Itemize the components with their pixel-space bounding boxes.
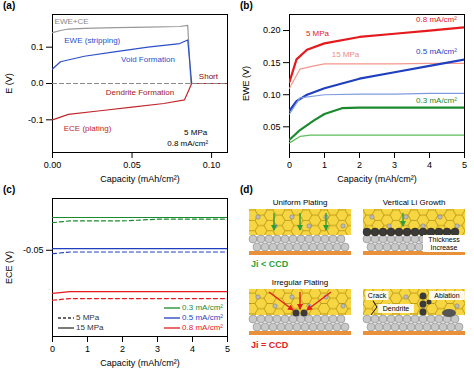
svg-text:-0.05: -0.05 xyxy=(23,245,44,255)
svg-text:1: 1 xyxy=(85,344,90,354)
svg-text:3: 3 xyxy=(392,160,397,170)
svg-text:Crack: Crack xyxy=(368,292,387,299)
svg-text:2: 2 xyxy=(357,160,362,170)
svg-text:Ji < CCD: Ji < CCD xyxy=(251,259,289,269)
html-text:(b): (b) xyxy=(240,0,253,11)
svg-text:5 MPa: 5 MPa xyxy=(306,29,330,38)
svg-text:0: 0 xyxy=(287,160,292,170)
svg-text:-0.1: -0.1 xyxy=(28,115,44,125)
html-text:0.5 mA/cm²: 0.5 mA/cm² xyxy=(182,313,223,322)
svg-text:Capacity (mAh/cm²): Capacity (mAh/cm²) xyxy=(100,358,180,368)
svg-text:0.05: 0.05 xyxy=(263,122,281,132)
html-text:15 MPa: 15 MPa xyxy=(76,323,104,332)
svg-text:0.8 mA/cm²: 0.8 mA/cm² xyxy=(416,15,457,24)
svg-text:15 MPa: 15 MPa xyxy=(332,50,360,59)
svg-text:4: 4 xyxy=(427,160,432,170)
svg-text:Vertical Li Growth: Vertical Li Growth xyxy=(383,198,446,207)
svg-text:0.8 mA/cm²: 0.8 mA/cm² xyxy=(167,139,208,148)
svg-text:0.20: 0.20 xyxy=(263,25,281,35)
svg-text:Thickness: Thickness xyxy=(428,236,460,243)
svg-text:EWE+CE: EWE+CE xyxy=(55,17,89,26)
svg-text:Short: Short xyxy=(199,72,219,81)
html-text:(c): (c) xyxy=(3,184,16,195)
svg-text:Dendrite Formation: Dendrite Formation xyxy=(106,88,174,97)
html-text:(d): (d) xyxy=(240,184,253,195)
svg-text:0.0: 0.0 xyxy=(31,78,44,88)
svg-text:3: 3 xyxy=(155,344,160,354)
svg-text:5: 5 xyxy=(225,344,230,354)
svg-text:2: 2 xyxy=(120,344,125,354)
svg-text:0.05: 0.05 xyxy=(123,160,141,170)
svg-text:Increase: Increase xyxy=(431,244,458,251)
html-text:(a): (a) xyxy=(3,0,16,11)
svg-text:0.00: 0.00 xyxy=(44,160,62,170)
svg-text:Dendrite: Dendrite xyxy=(383,305,410,312)
html-text:0.3 mA/cm²: 0.3 mA/cm² xyxy=(182,303,223,312)
svg-text:ECE (V): ECE (V) xyxy=(4,251,14,284)
svg-text:0.1: 0.1 xyxy=(31,42,44,52)
svg-text:0.10: 0.10 xyxy=(263,90,281,100)
html-text:0.8 mA/cm²: 0.8 mA/cm² xyxy=(182,323,223,332)
svg-text:0.15: 0.15 xyxy=(263,58,281,68)
svg-text:Ji = CCD: Ji = CCD xyxy=(251,340,289,350)
svg-text:Capacity (mAh/cm²): Capacity (mAh/cm²) xyxy=(100,174,180,184)
svg-text:Uniform Plating: Uniform Plating xyxy=(273,198,328,207)
svg-text:1: 1 xyxy=(322,160,327,170)
svg-text:EWE (V): EWE (V) xyxy=(241,66,251,101)
svg-text:0: 0 xyxy=(50,344,55,354)
svg-text:4: 4 xyxy=(190,344,195,354)
svg-text:ECE (plating): ECE (plating) xyxy=(64,124,112,133)
svg-text:Void Formation: Void Formation xyxy=(121,55,175,64)
html-text:5 MPa: 5 MPa xyxy=(76,313,100,322)
svg-text:Irregular Plating: Irregular Plating xyxy=(272,278,328,287)
svg-text:0.3 mA/cm²: 0.3 mA/cm² xyxy=(416,96,457,105)
svg-text:EWE (stripping): EWE (stripping) xyxy=(64,36,120,45)
svg-text:5 MPa: 5 MPa xyxy=(184,128,208,137)
svg-text:0.10: 0.10 xyxy=(203,160,221,170)
svg-text:E (V): E (V) xyxy=(4,73,14,94)
svg-text:Ablation: Ablation xyxy=(434,292,459,299)
svg-text:Capacity (mAh/cm²): Capacity (mAh/cm²) xyxy=(337,174,417,184)
svg-text:5: 5 xyxy=(462,160,467,170)
svg-text:0.5 mA/cm²: 0.5 mA/cm² xyxy=(416,47,457,56)
